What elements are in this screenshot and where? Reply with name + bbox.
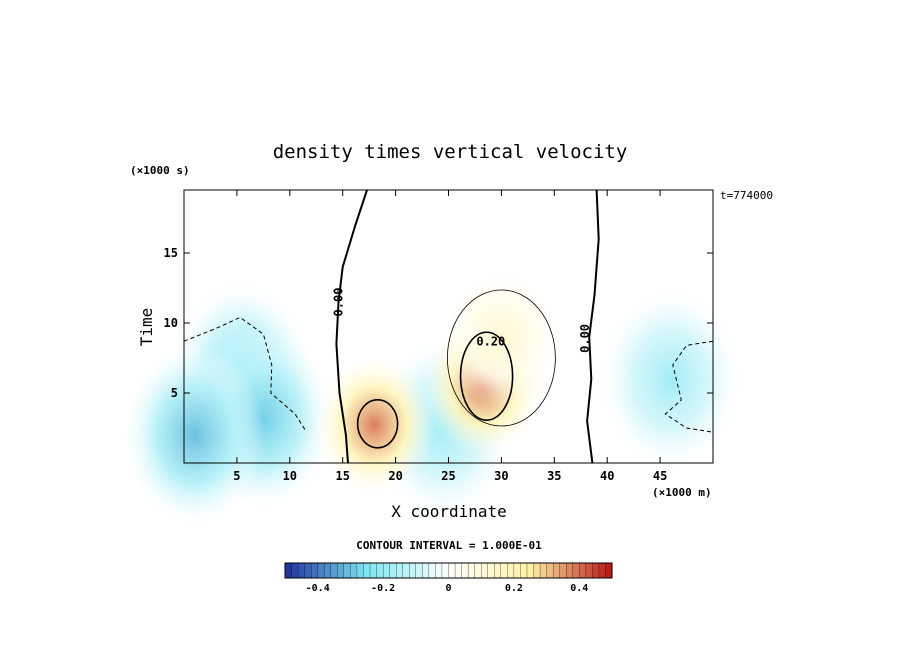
zero-contour-left (335, 189, 368, 464)
contour-label: 0.20 (476, 334, 505, 348)
y-tick-label: 10 (164, 316, 178, 330)
x-unit-label: (×1000 m) (652, 486, 712, 499)
colorbar-cell (396, 562, 404, 579)
time-stamp: t=774000 (720, 189, 773, 202)
colorbar-cell (435, 562, 443, 579)
colorbar-cell (592, 562, 600, 579)
x-tick-label: 5 (233, 469, 240, 483)
field-positive-region (441, 267, 562, 407)
y-tick-label: 15 (164, 246, 178, 260)
x-tick-label: 30 (494, 469, 508, 483)
colorbar-cell (481, 562, 489, 579)
x-tick-label: 25 (441, 469, 455, 483)
colorbar-cell (350, 562, 358, 579)
colorbar-cell (415, 562, 423, 579)
colorbar-cell (389, 562, 397, 579)
field-positive-region (314, 355, 435, 496)
colorbar-cell (461, 562, 469, 579)
colorbar-tick-label: 0.4 (570, 583, 588, 594)
contour-lines (183, 189, 714, 464)
contour-label: 0.00 (578, 324, 592, 353)
colorbar: -0.4 -0.2 0 0.2 0.4 (284, 562, 613, 594)
x-tick-label: 40 (600, 469, 614, 483)
colorbar-cell (598, 562, 606, 579)
x-axis-label: X coordinate (391, 502, 507, 521)
colorbar-cell (337, 562, 345, 579)
x-tick-label: 20 (388, 469, 402, 483)
colorbar-cell (422, 562, 430, 579)
colorbar-cell (533, 562, 541, 579)
colorbar-cell (297, 562, 306, 579)
contour-negative-left (183, 316, 307, 432)
colorbar-cell (448, 562, 456, 579)
colorbar-cell (552, 562, 561, 579)
colorbar-cell (559, 562, 567, 579)
colorbar-cell (520, 562, 528, 579)
x-tick-label: 45 (653, 469, 667, 483)
contour-label: 0.00 (332, 288, 346, 317)
zero-contour-right (586, 189, 600, 464)
colorbar-cell (546, 562, 554, 579)
contour-negative-right (664, 340, 714, 433)
colorbar-cell (474, 562, 482, 579)
colorbar-cell (317, 562, 325, 579)
colorbar-cell (324, 562, 332, 579)
field-negative-region (124, 345, 265, 525)
contour-positive-right (459, 331, 514, 422)
colorbar-cell (572, 562, 580, 579)
colorbar-cell (585, 562, 593, 579)
colorbar-cell (369, 562, 378, 579)
colorbar-cell (513, 562, 521, 579)
y-axis-ticks: 5 10 15 (164, 246, 713, 400)
colorbar-cell (284, 562, 292, 579)
x-tick-label: 15 (335, 469, 349, 483)
field-negative-region (600, 289, 741, 469)
colorbar-cell (356, 562, 364, 579)
colorbar-cell (330, 562, 338, 579)
colorbar-cell (454, 562, 463, 579)
colorbar-cell (441, 562, 449, 579)
y-unit-label: (×1000 s) (130, 164, 190, 177)
contour-positive-outer (446, 289, 556, 427)
colorbar-frame (284, 562, 613, 579)
colorbar-cell (539, 562, 548, 579)
y-axis-label: Time (137, 308, 156, 347)
contour-interval-label: CONTOUR INTERVAL = 1.000E-01 (356, 539, 542, 552)
colorbar-cell (579, 562, 587, 579)
colorbar-cell (605, 562, 613, 579)
colorbar-cell (291, 562, 299, 579)
x-tick-label: 10 (283, 469, 297, 483)
colorbar-cell (467, 562, 476, 579)
colorbar-cell (304, 562, 312, 579)
y-tick-label: 5 (171, 386, 178, 400)
plot-area: 5 10 15 20 25 30 35 40 45 5 10 15 0.00 0.20 0.00 (124, 189, 741, 525)
colorbar-cell (363, 562, 371, 579)
colorbar-cell (526, 562, 534, 579)
contour-positive-left (356, 398, 399, 449)
colorbar-tick-label: -0.4 (306, 583, 330, 594)
colorbar-cell (566, 562, 574, 579)
chart-title: density times vertical velocity (273, 141, 628, 163)
colorbar-tick-label: 0 (445, 583, 451, 594)
contour-labels: 0.00 0.20 0.00 (332, 288, 593, 353)
colorbar-cell (382, 562, 391, 579)
x-tick-label: 35 (547, 469, 561, 483)
colorbar-cell (402, 562, 410, 579)
colorbar-tick-label: 0.2 (505, 583, 523, 594)
colorbar-cell (343, 562, 351, 579)
colorbar-tick-label: -0.2 (371, 583, 395, 594)
colorbar-cell (311, 562, 319, 579)
heatmap-field (124, 190, 741, 525)
colorbar-cell (500, 562, 508, 579)
colorbar-cell (487, 562, 495, 579)
colorbar-cell (376, 562, 384, 579)
colorbar-cell (409, 562, 417, 579)
x-axis-ticks: 5 10 15 20 25 30 35 40 45 (233, 190, 667, 483)
colorbar-cell (428, 562, 436, 579)
colorbar-cell (507, 562, 515, 579)
colorbar-cell (494, 562, 502, 579)
